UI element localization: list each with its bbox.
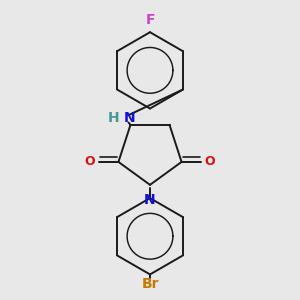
Text: N: N	[124, 112, 135, 125]
Text: H: H	[108, 112, 119, 125]
Text: O: O	[85, 155, 95, 168]
Text: F: F	[145, 13, 155, 27]
Text: N: N	[144, 193, 156, 207]
Text: O: O	[205, 155, 215, 168]
Text: Br: Br	[141, 277, 159, 291]
